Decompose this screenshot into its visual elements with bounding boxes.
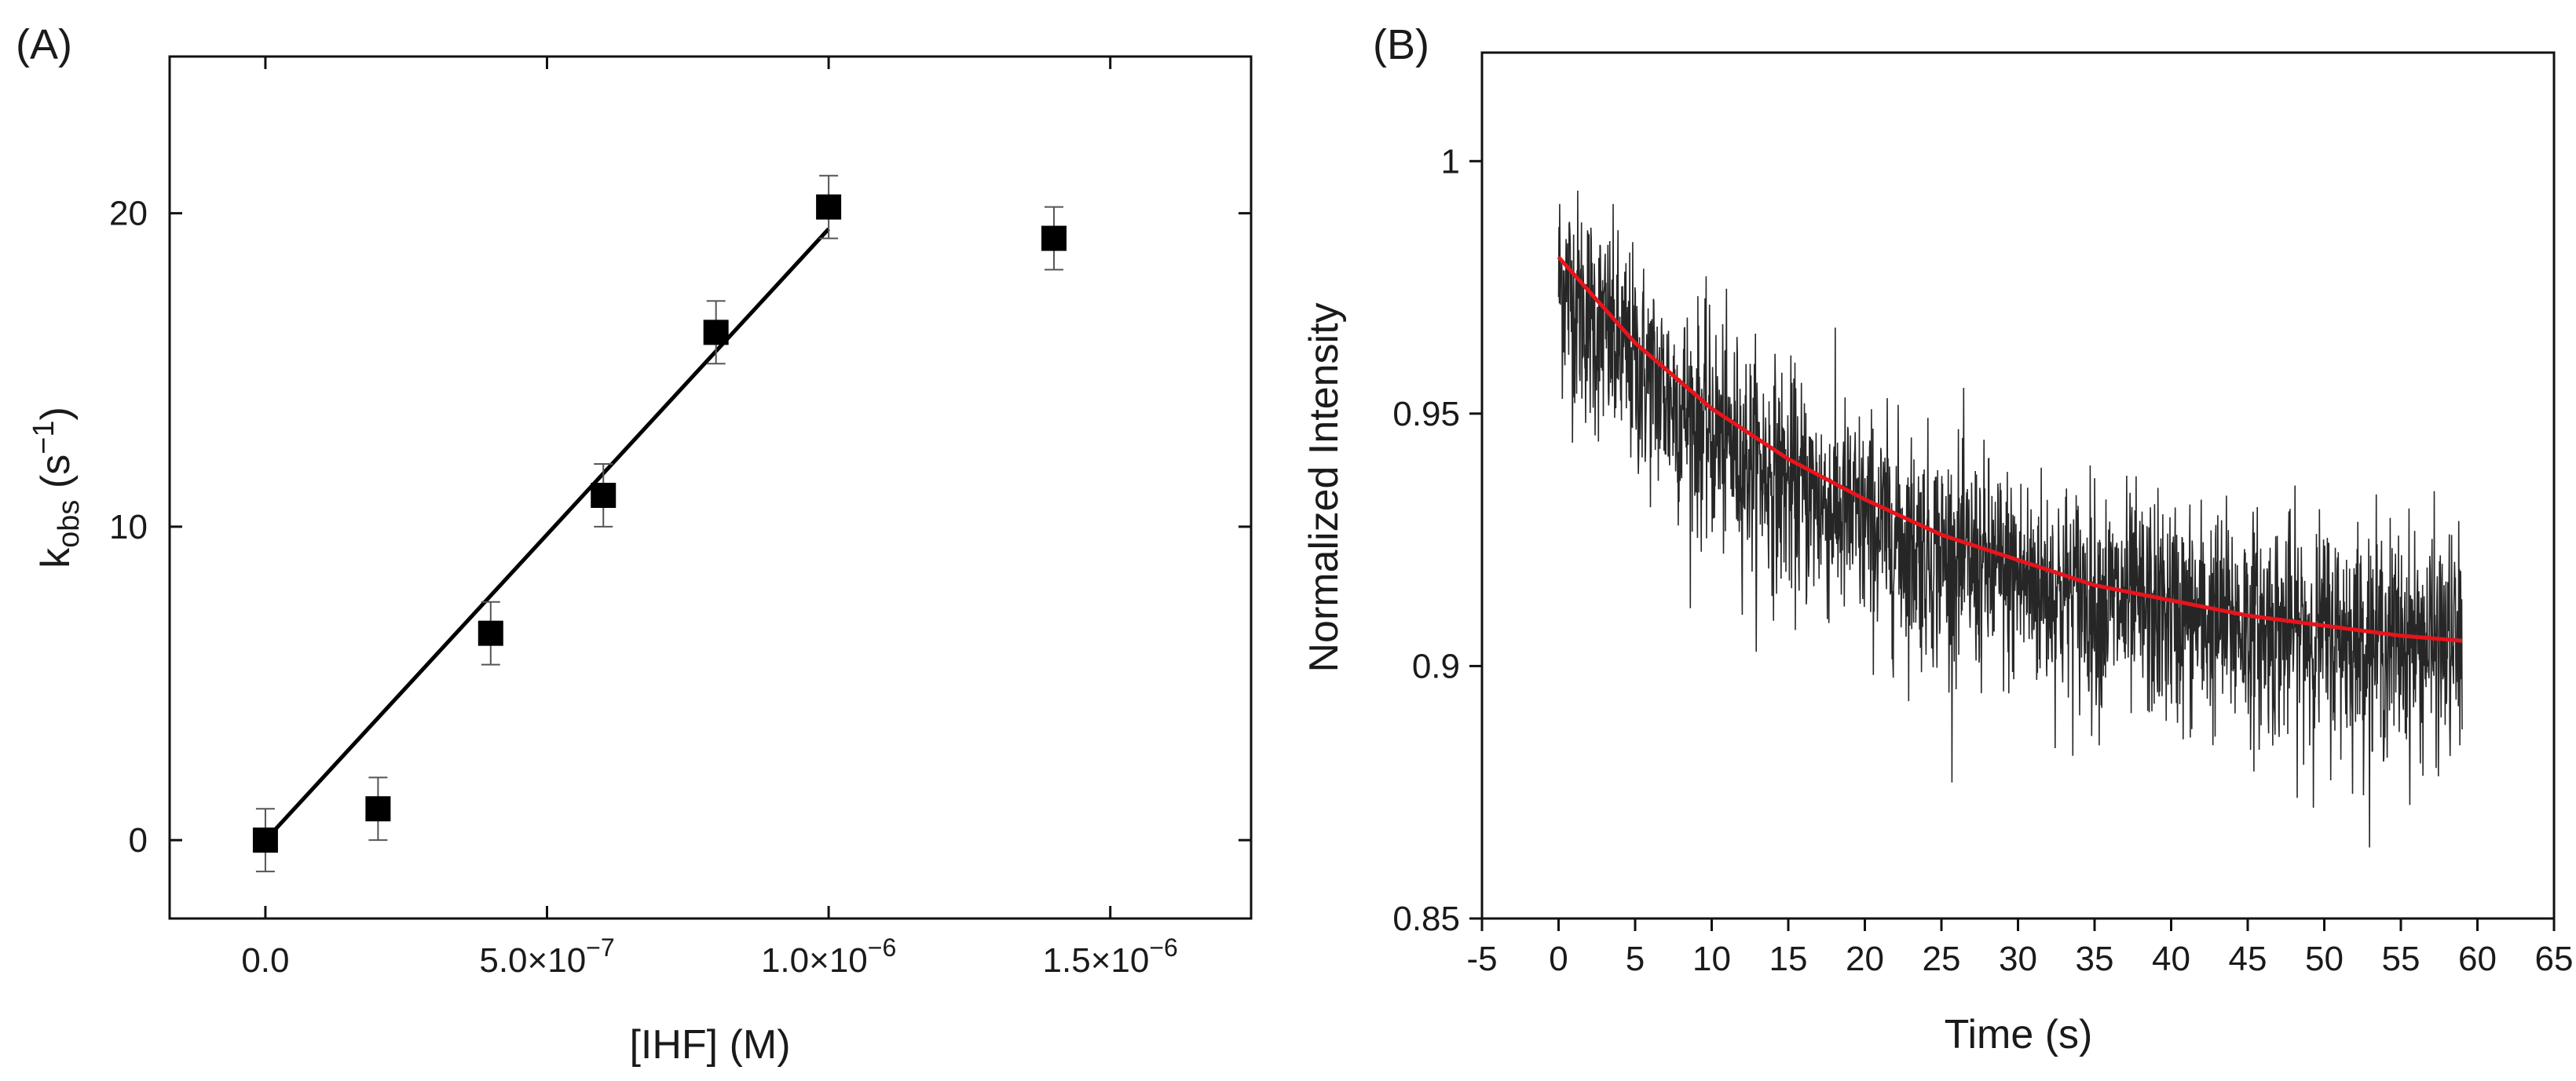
data-point bbox=[365, 796, 391, 822]
x-tick-label: 15 bbox=[1769, 940, 1808, 978]
panel-b-x-ticks: -5 0 5 10 15 20 25 30 35 40 45 50 55 60 65 bbox=[1466, 918, 2573, 978]
y-label-unit-sup: −1 bbox=[27, 420, 60, 454]
y-tick-label: 0 bbox=[129, 821, 148, 860]
panel-b-label: (B) bbox=[1373, 21, 1429, 68]
x-tick-label-exponent: −6 bbox=[868, 933, 896, 962]
panel-a-frame bbox=[168, 55, 1253, 920]
x-tick-label: 65 bbox=[2535, 940, 2574, 978]
data-point bbox=[816, 194, 842, 220]
x-tick-label: 60 bbox=[2458, 940, 2497, 978]
x-tick-label-base: 1.0×10 bbox=[761, 941, 868, 980]
x-tick-label: 35 bbox=[2076, 940, 2114, 978]
data-point bbox=[478, 620, 503, 646]
y-tick-label: 0.85 bbox=[1392, 900, 1460, 938]
x-tick-label-base: 5.0×10 bbox=[479, 941, 586, 980]
x-tick-label: 25 bbox=[1923, 940, 1961, 978]
x-tick-label-exponent: −6 bbox=[1149, 933, 1177, 962]
x-tick-label: 20 bbox=[1846, 940, 1884, 978]
y-label-k: k bbox=[33, 547, 79, 568]
data-point bbox=[591, 482, 617, 508]
data-point bbox=[703, 320, 729, 345]
data-point bbox=[252, 827, 278, 853]
x-tick-label: 0.0 bbox=[241, 941, 289, 980]
x-tick-label-base: 1.5×10 bbox=[1043, 941, 1150, 980]
data-point bbox=[1041, 225, 1067, 251]
y-label-sub: obs bbox=[53, 500, 86, 548]
panel-a-y-axis-label: kobs (s−1) bbox=[27, 407, 86, 568]
panel-b-data-trace-group bbox=[1557, 190, 2463, 848]
y-label-unit-open: (s bbox=[33, 455, 79, 500]
x-tick-label: 45 bbox=[2229, 940, 2267, 978]
panel-b: (B) -5 0 5 10 15 20 25 30 35 40 45 50 55 60 65 0.85 0.9… bbox=[1301, 21, 2573, 1057]
panel-b-y-ticks: 0.85 0.9 0.95 1 bbox=[1392, 142, 1482, 938]
panel-a-label: (A) bbox=[16, 21, 72, 68]
panel-a-points bbox=[252, 174, 1067, 873]
x-tick-label: 1.0×10−6 bbox=[761, 933, 896, 980]
x-tick-label: 1.5×10−6 bbox=[1043, 933, 1178, 980]
panel-b-x-axis-label: Time (s) bbox=[1945, 1012, 2093, 1057]
panel-b-frame bbox=[1480, 51, 2556, 920]
panel-a-y-ticks: 0 10 20 bbox=[109, 195, 1251, 860]
panel-b-y-axis-label: Normalized Intensity bbox=[1301, 302, 1347, 672]
y-tick-label: 0.9 bbox=[1412, 647, 1460, 685]
panel-a-x-axis-label: [IHF] (M) bbox=[629, 1022, 790, 1068]
x-tick-label: 5 bbox=[1626, 940, 1645, 978]
x-tick-label-exponent: −7 bbox=[586, 933, 614, 962]
x-tick-label: 10 bbox=[1692, 940, 1731, 978]
fit-curve bbox=[1557, 255, 2463, 643]
x-tick-label: -5 bbox=[1466, 940, 1497, 978]
x-tick-label: 40 bbox=[2152, 940, 2190, 978]
data-trace bbox=[1557, 190, 2463, 848]
panel-a-x-ticks: 0.0 5.0×10−7 1.0×10−6 1.5×10−6 bbox=[241, 57, 1178, 980]
x-tick-label: 5.0×10−7 bbox=[479, 933, 614, 980]
x-tick-label: 50 bbox=[2305, 940, 2344, 978]
y-tick-label: 10 bbox=[109, 508, 148, 546]
panel-a-fit-line-group bbox=[264, 227, 830, 842]
x-tick-label-base: 0.0 bbox=[241, 941, 289, 980]
panel-b-fit-curve-group bbox=[1557, 255, 2463, 643]
y-tick-label: 1 bbox=[1441, 142, 1460, 181]
y-tick-label: 20 bbox=[109, 195, 148, 233]
y-label-unit-close: ) bbox=[33, 407, 79, 420]
y-tick-label: 0.95 bbox=[1392, 395, 1460, 433]
x-tick-label: 55 bbox=[2382, 940, 2420, 978]
fit-line bbox=[264, 227, 830, 842]
x-tick-label: 0 bbox=[1549, 940, 1568, 978]
x-tick-label: 30 bbox=[1999, 940, 2037, 978]
